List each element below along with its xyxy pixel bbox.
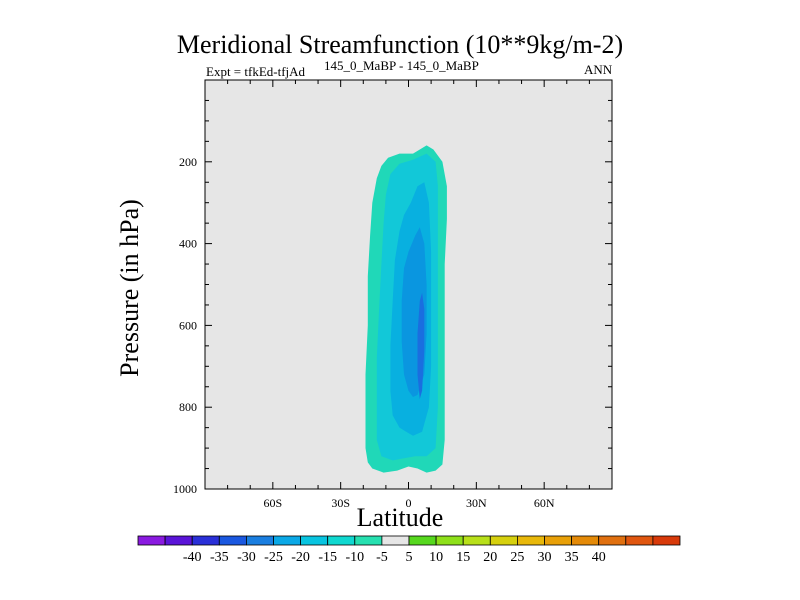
x-tick-label: 30N xyxy=(466,496,487,510)
colorbar-label: -30 xyxy=(237,550,256,565)
colorbar-swatch xyxy=(327,535,356,546)
colorbar-label: 25 xyxy=(510,550,524,565)
chart-title: Meridional Streamfunction (10**9kg/m-2) xyxy=(176,30,624,59)
colorbar-label: 35 xyxy=(565,550,579,565)
y-axis-label: Pressure (in hPa) xyxy=(115,199,144,377)
colorbar-label: -35 xyxy=(210,550,229,565)
x-tick-label: 30S xyxy=(331,496,350,510)
x-axis-label: Latitude xyxy=(356,503,444,532)
colorbar-swatch xyxy=(300,535,329,546)
colorbar-label: 10 xyxy=(429,550,443,565)
colorbar-swatch xyxy=(164,535,193,546)
colorbar-label: 30 xyxy=(538,550,552,565)
season-label: ANN xyxy=(584,62,613,77)
x-tick-label: 60N xyxy=(534,496,555,510)
colorbar-label: -10 xyxy=(345,550,364,565)
y-tick-label: 400 xyxy=(179,237,197,251)
y-tick-label: 600 xyxy=(179,318,197,332)
colorbar-swatch xyxy=(517,535,545,546)
colorbar-swatch xyxy=(218,535,247,546)
colorbar-swatch xyxy=(381,535,410,546)
y-tick-label: 200 xyxy=(179,155,197,169)
contour-layer xyxy=(365,145,447,473)
colorbar-label: 5 xyxy=(406,550,413,565)
colorbar-swatch xyxy=(598,535,627,546)
colorbar-swatch xyxy=(137,535,166,546)
colorbar-swatch xyxy=(544,535,573,546)
colorbar-swatch xyxy=(245,535,274,546)
colorbar-label: -25 xyxy=(264,550,283,565)
x-tick-label: 0 xyxy=(406,496,412,510)
colorbar-swatch xyxy=(408,535,437,546)
colorbar-swatch xyxy=(571,535,600,546)
colorbar-label: 40 xyxy=(592,550,606,565)
colorbar-swatch xyxy=(354,535,383,546)
colorbar-label: 15 xyxy=(456,550,470,565)
colorbar-swatch xyxy=(435,535,464,546)
y-tick-label: 800 xyxy=(179,400,197,414)
x-axis-ticks: 60S 30S 0 30N 60N xyxy=(204,80,613,510)
experiment-label: Expt = tfkEd-tfjAd xyxy=(206,64,306,79)
colorbar-swatch xyxy=(462,535,491,546)
colorbar-label: -5 xyxy=(376,550,388,565)
comparison-label: 145_0_MaBP - 145_0_MaBP xyxy=(324,58,479,73)
colorbar-swatch xyxy=(625,535,654,546)
colorbar-swatch xyxy=(489,535,518,546)
plot-frame xyxy=(204,79,613,490)
y-axis-ticks: 200 400 600 800 1000 xyxy=(173,99,612,496)
y-tick-label: 1000 xyxy=(173,482,197,496)
colorbar-swatch xyxy=(273,535,302,546)
colorbar-label: -20 xyxy=(291,550,310,565)
contour-fill-4 xyxy=(417,292,425,399)
colorbar: -40 -35 -30 -25 -20 -15 -10 -5 5 10 15 20 25 30 35 40 xyxy=(137,535,681,565)
colorbar-swatch xyxy=(652,535,681,546)
colorbar-swatch xyxy=(191,535,220,546)
colorbar-label: -15 xyxy=(318,550,337,565)
x-tick-label: 60S xyxy=(263,496,282,510)
colorbar-label: 20 xyxy=(483,550,497,565)
colorbar-label: -40 xyxy=(183,550,202,565)
